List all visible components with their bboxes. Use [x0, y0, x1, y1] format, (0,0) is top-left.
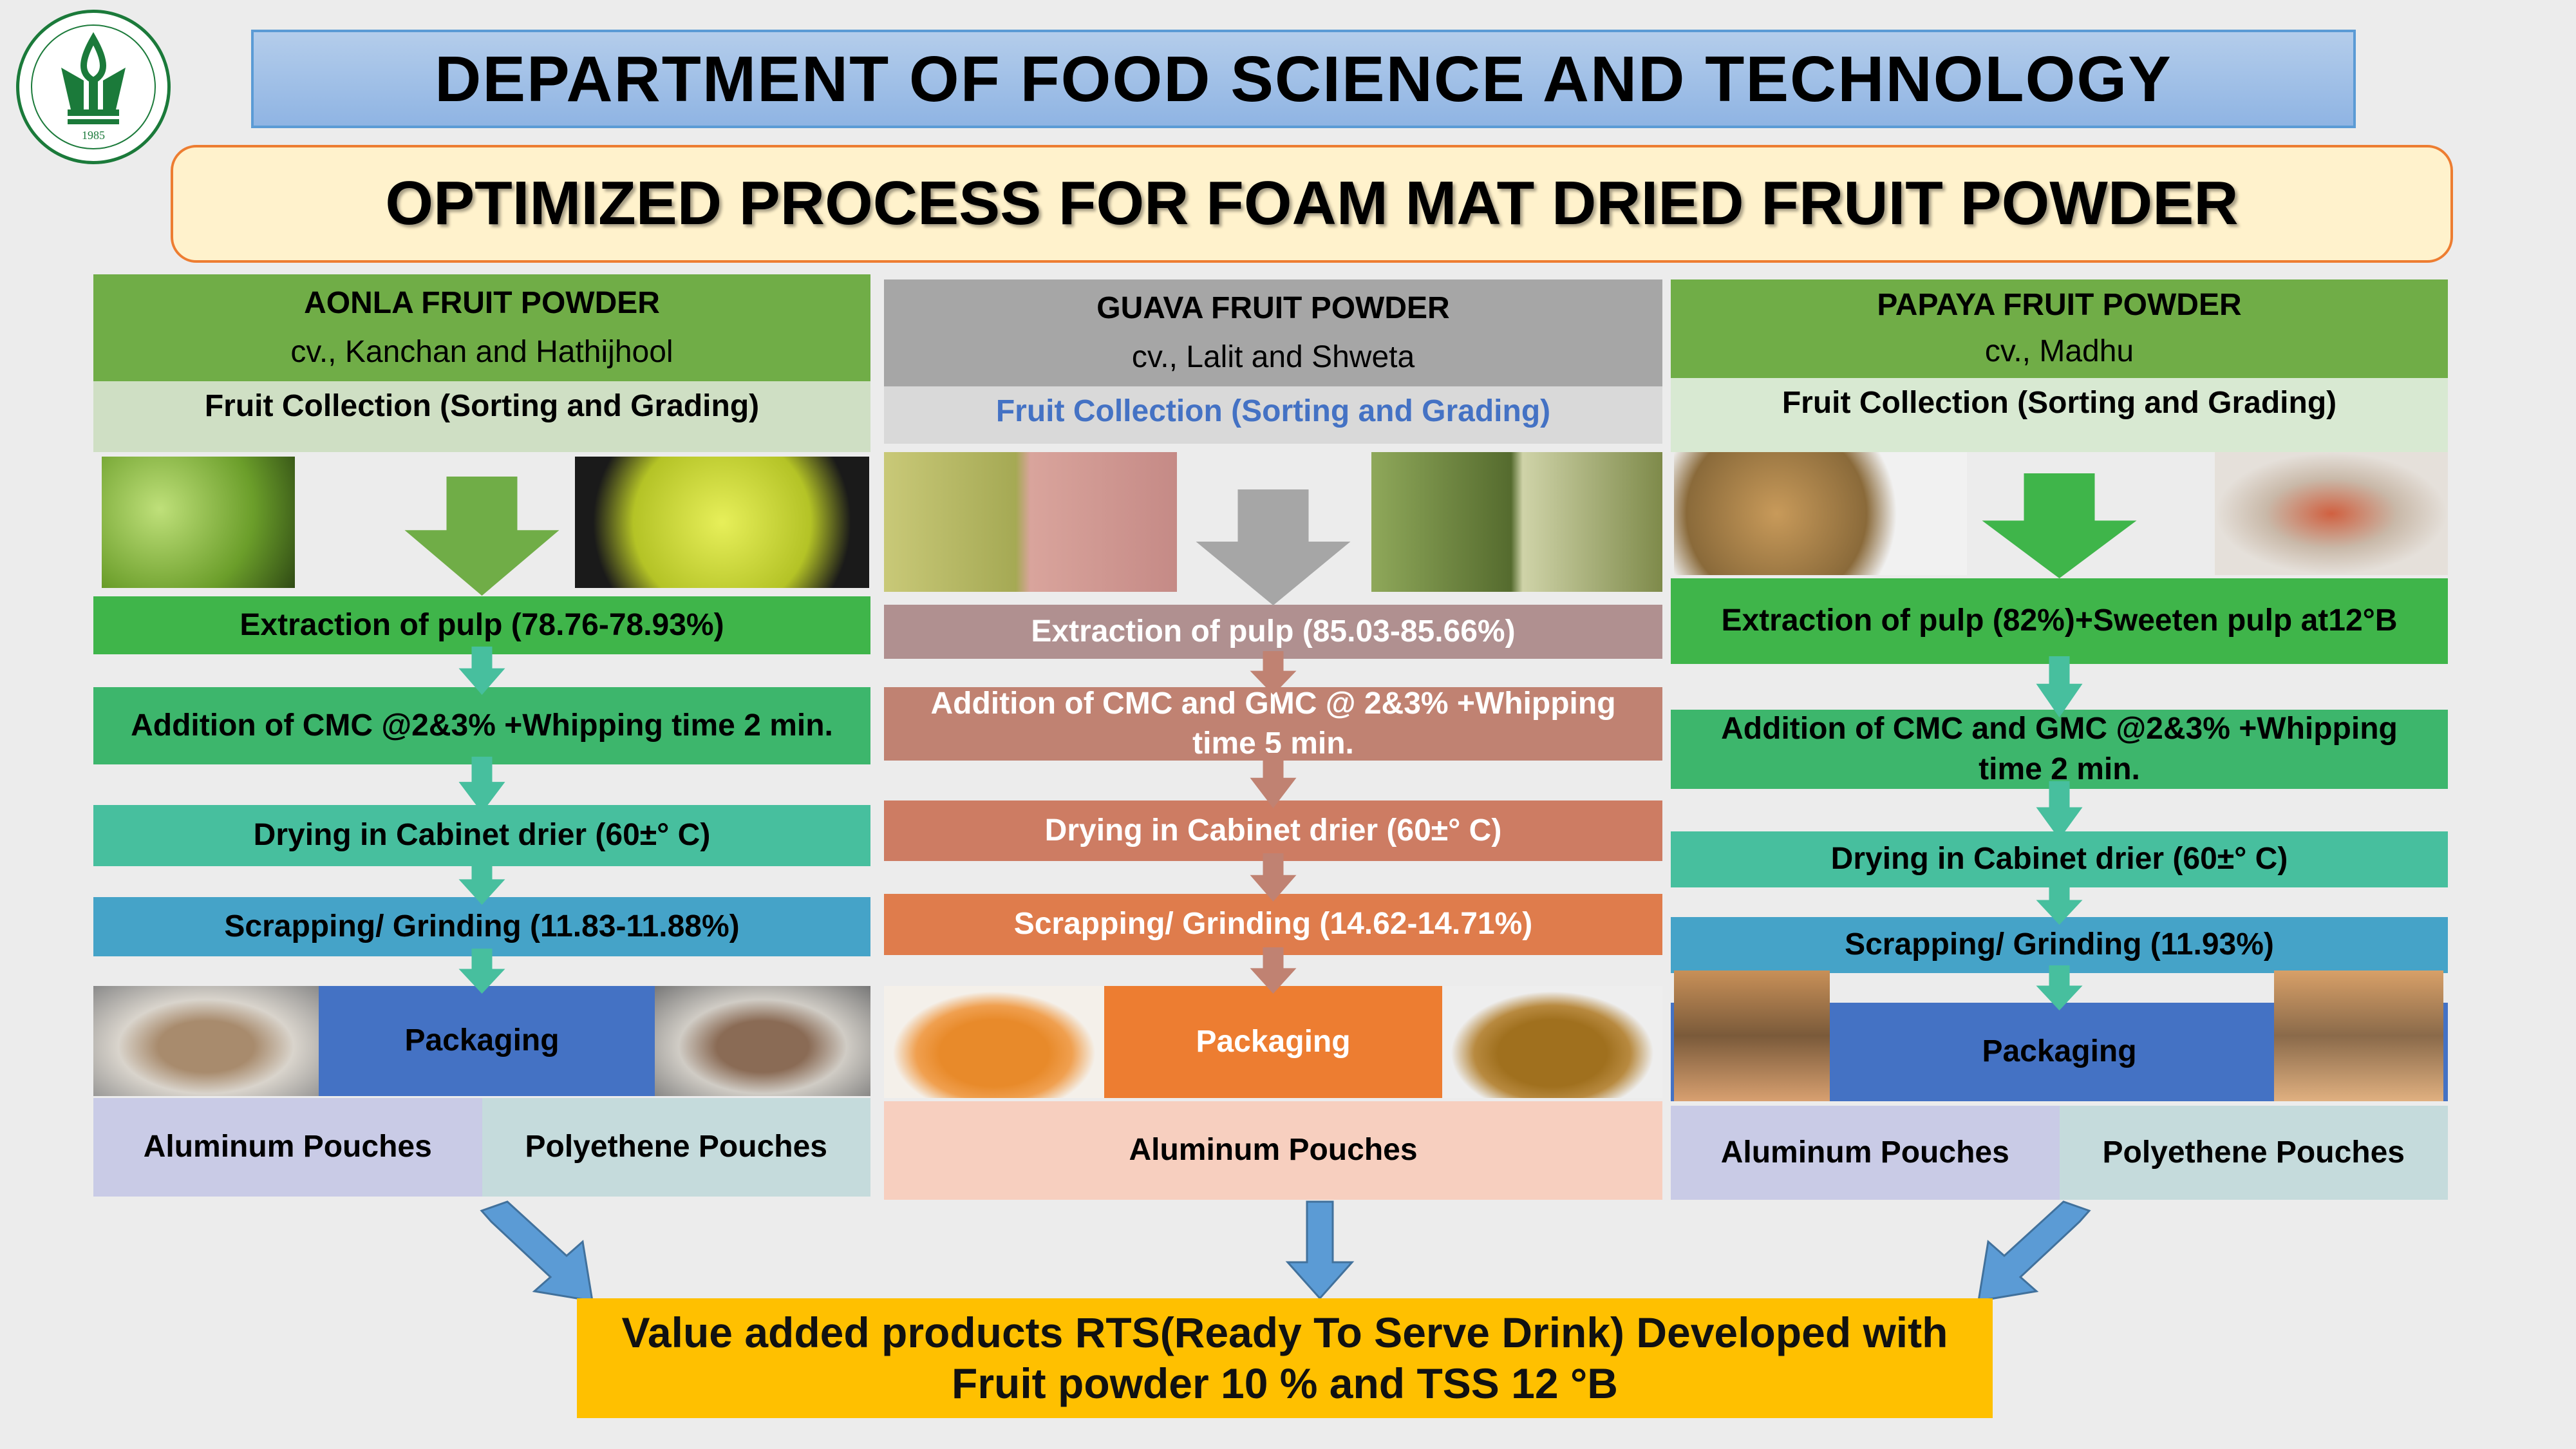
pulp-extraction-step: Extraction of pulp (78.76-78.93%) — [93, 596, 870, 654]
cultivar-text: cv., Kanchan and Hathijhool — [290, 334, 673, 369]
pouch-option: Polyethene Pouches — [2059, 1106, 2448, 1200]
logo-year: 1985 — [82, 129, 105, 142]
step-down-arrow-icon — [2036, 781, 2083, 839]
column-header: GUAVA FRUIT POWDER cv., Lalit and Shweta — [884, 279, 1662, 386]
fruit-collection-step: Fruit Collection (Sorting and Grading) — [1671, 378, 2448, 452]
powder-photo — [2274, 971, 2443, 1101]
powder-photo — [884, 986, 1104, 1098]
pouch-option: Aluminum Pouches — [1671, 1106, 2060, 1200]
fruit-powder-name: GUAVA FRUIT POWDER — [1096, 290, 1450, 325]
arrow-guava-to-result-icon — [1285, 1200, 1355, 1300]
pulp-extraction-step: Extraction of pulp (82%)+Sweeten pulp at… — [1671, 578, 2448, 664]
logo-emblem-icon: 1985 — [31, 24, 156, 149]
big-down-arrow-icon — [1196, 489, 1351, 605]
cmc-addition-step: Addition of CMC and GMC @ 2&3% +Whipping… — [884, 687, 1662, 761]
arrow-papaya-to-result-icon — [1977, 1200, 2091, 1302]
column-header: PAPAYA FRUIT POWDER cv., Madhu — [1671, 279, 2448, 378]
cmc-addition-step: Addition of CMC and GMC @2&3% +Whipping … — [1671, 710, 2448, 789]
powder-photo — [1442, 986, 1662, 1098]
fruit-collection-step: Fruit Collection (Sorting and Grading) — [884, 386, 1662, 444]
fruit-photo — [1674, 452, 1967, 575]
fruit-powder-name: AONLA FRUIT POWDER — [304, 285, 660, 320]
drying-step: Drying in Cabinet drier (60±° C) — [884, 800, 1662, 861]
cultivar-text: cv., Madhu — [1984, 334, 2134, 369]
fruit-photo — [884, 452, 1177, 592]
result-box: Value added products RTS(Ready To Serve … — [577, 1298, 1993, 1418]
fruit-powder-name: PAPAYA FRUIT POWDER — [1877, 288, 2242, 323]
department-title: DEPARTMENT OF FOOD SCIENCE AND TECHNOLOG… — [251, 30, 2356, 128]
powder-photo — [93, 986, 319, 1096]
step-down-arrow-icon — [2036, 656, 2083, 717]
fruit-collection-step: Fruit Collection (Sorting and Grading) — [93, 381, 870, 452]
grinding-step: Scrapping/ Grinding (11.83-11.88%) — [93, 897, 870, 956]
pouch-option: Aluminum Pouches — [884, 1101, 1662, 1200]
pouch-option: Polyethene Pouches — [482, 1098, 870, 1197]
page-title: OPTIMIZED PROCESS FOR FOAM MAT DRIED FRU… — [171, 145, 2453, 263]
powder-photo — [1674, 971, 1830, 1101]
big-down-arrow-icon — [404, 477, 559, 596]
arrow-aonla-to-result-icon — [480, 1200, 594, 1302]
pulp-extraction-step: Extraction of pulp (85.03-85.66%) — [884, 605, 1662, 659]
drying-step: Drying in Cabinet drier (60±° C) — [1671, 831, 2448, 887]
cmc-addition-step: Addition of CMC @2&3% +Whipping time 2 m… — [93, 687, 870, 764]
fruit-photo — [575, 457, 869, 588]
university-logo: 1985 — [16, 10, 171, 164]
big-down-arrow-icon — [1982, 473, 2137, 578]
fruit-photo — [2215, 452, 2448, 575]
powder-photo — [655, 986, 870, 1096]
pouch-option: Aluminum Pouches — [93, 1098, 482, 1197]
column-header: AONLA FRUIT POWDER cv., Kanchan and Hathi… — [93, 274, 870, 381]
grinding-step: Scrapping/ Grinding (14.62-14.71%) — [884, 894, 1662, 955]
cultivar-text: cv., Lalit and Shweta — [1131, 339, 1415, 374]
fruit-photo — [1371, 452, 1662, 592]
step-down-arrow-icon — [458, 757, 505, 813]
fruit-photo — [102, 457, 295, 588]
grinding-step: Scrapping/ Grinding (11.93%) — [1671, 917, 2448, 973]
drying-step: Drying in Cabinet drier (60±° C) — [93, 805, 870, 866]
